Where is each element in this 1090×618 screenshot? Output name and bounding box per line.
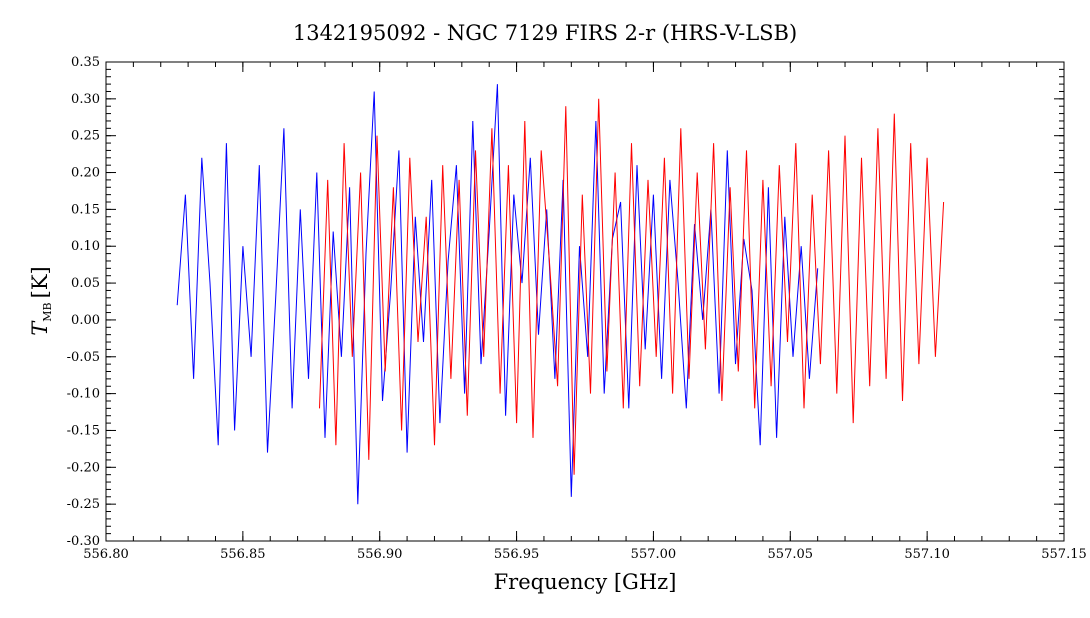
x-axis: 556.80 556.85 556.90 556.95 557.00 557.05 557.… — [83, 62, 1087, 562]
x-tick-label: 557.00 — [631, 547, 677, 562]
y-tick-label: -0.25 — [67, 497, 100, 512]
plot-frame — [105, 61, 1065, 542]
x-tick-label: 557.05 — [768, 547, 814, 562]
y-axis-label-unit: [K] — [28, 266, 52, 298]
series-line-2 — [319, 98, 945, 475]
y-tick-label: 0.00 — [71, 313, 100, 328]
x-axis-label: Frequency [GHz] — [494, 570, 677, 594]
y-axis-label: TMB [K] — [28, 266, 54, 335]
y-tick-label: -0.10 — [67, 387, 100, 402]
y-tick-label: 0.35 — [71, 55, 100, 70]
svg-text:TMB[K]: TMB [K] — [28, 266, 54, 335]
y-tick-label: -0.20 — [67, 460, 100, 475]
y-axis-label-subscript: MB — [41, 302, 54, 321]
chart-title: 1342195092 - NGC 7129 FIRS 2-r (HRS-V-LS… — [293, 21, 797, 45]
y-tick-label: 0.10 — [71, 239, 100, 254]
x-tick-label: 556.80 — [83, 547, 129, 562]
y-tick-label: 0.05 — [71, 276, 100, 291]
x-tick-label: 557.10 — [904, 547, 950, 562]
y-axis-label-symbol: T — [28, 320, 52, 336]
x-tick-label: 556.90 — [357, 547, 403, 562]
y-tick-label: 0.20 — [71, 166, 100, 181]
y-axis: -0.30 -0.25 -0.20 -0.15 -0.10 -0.05 0.00 0.05 0.… — [67, 55, 1064, 549]
y-tick-label: -0.05 — [67, 350, 100, 365]
y-tick-label: 0.15 — [71, 202, 100, 217]
x-tick-label: 556.95 — [494, 547, 540, 562]
x-tick-label: 556.85 — [220, 547, 266, 562]
y-tick-label: 0.25 — [71, 129, 100, 144]
series-layer — [176, 84, 945, 505]
y-tick-label: -0.15 — [67, 423, 100, 438]
y-tick-label: 0.30 — [71, 92, 100, 107]
x-tick-label: 557.15 — [1041, 547, 1087, 562]
y-tick-label: -0.30 — [67, 534, 100, 549]
